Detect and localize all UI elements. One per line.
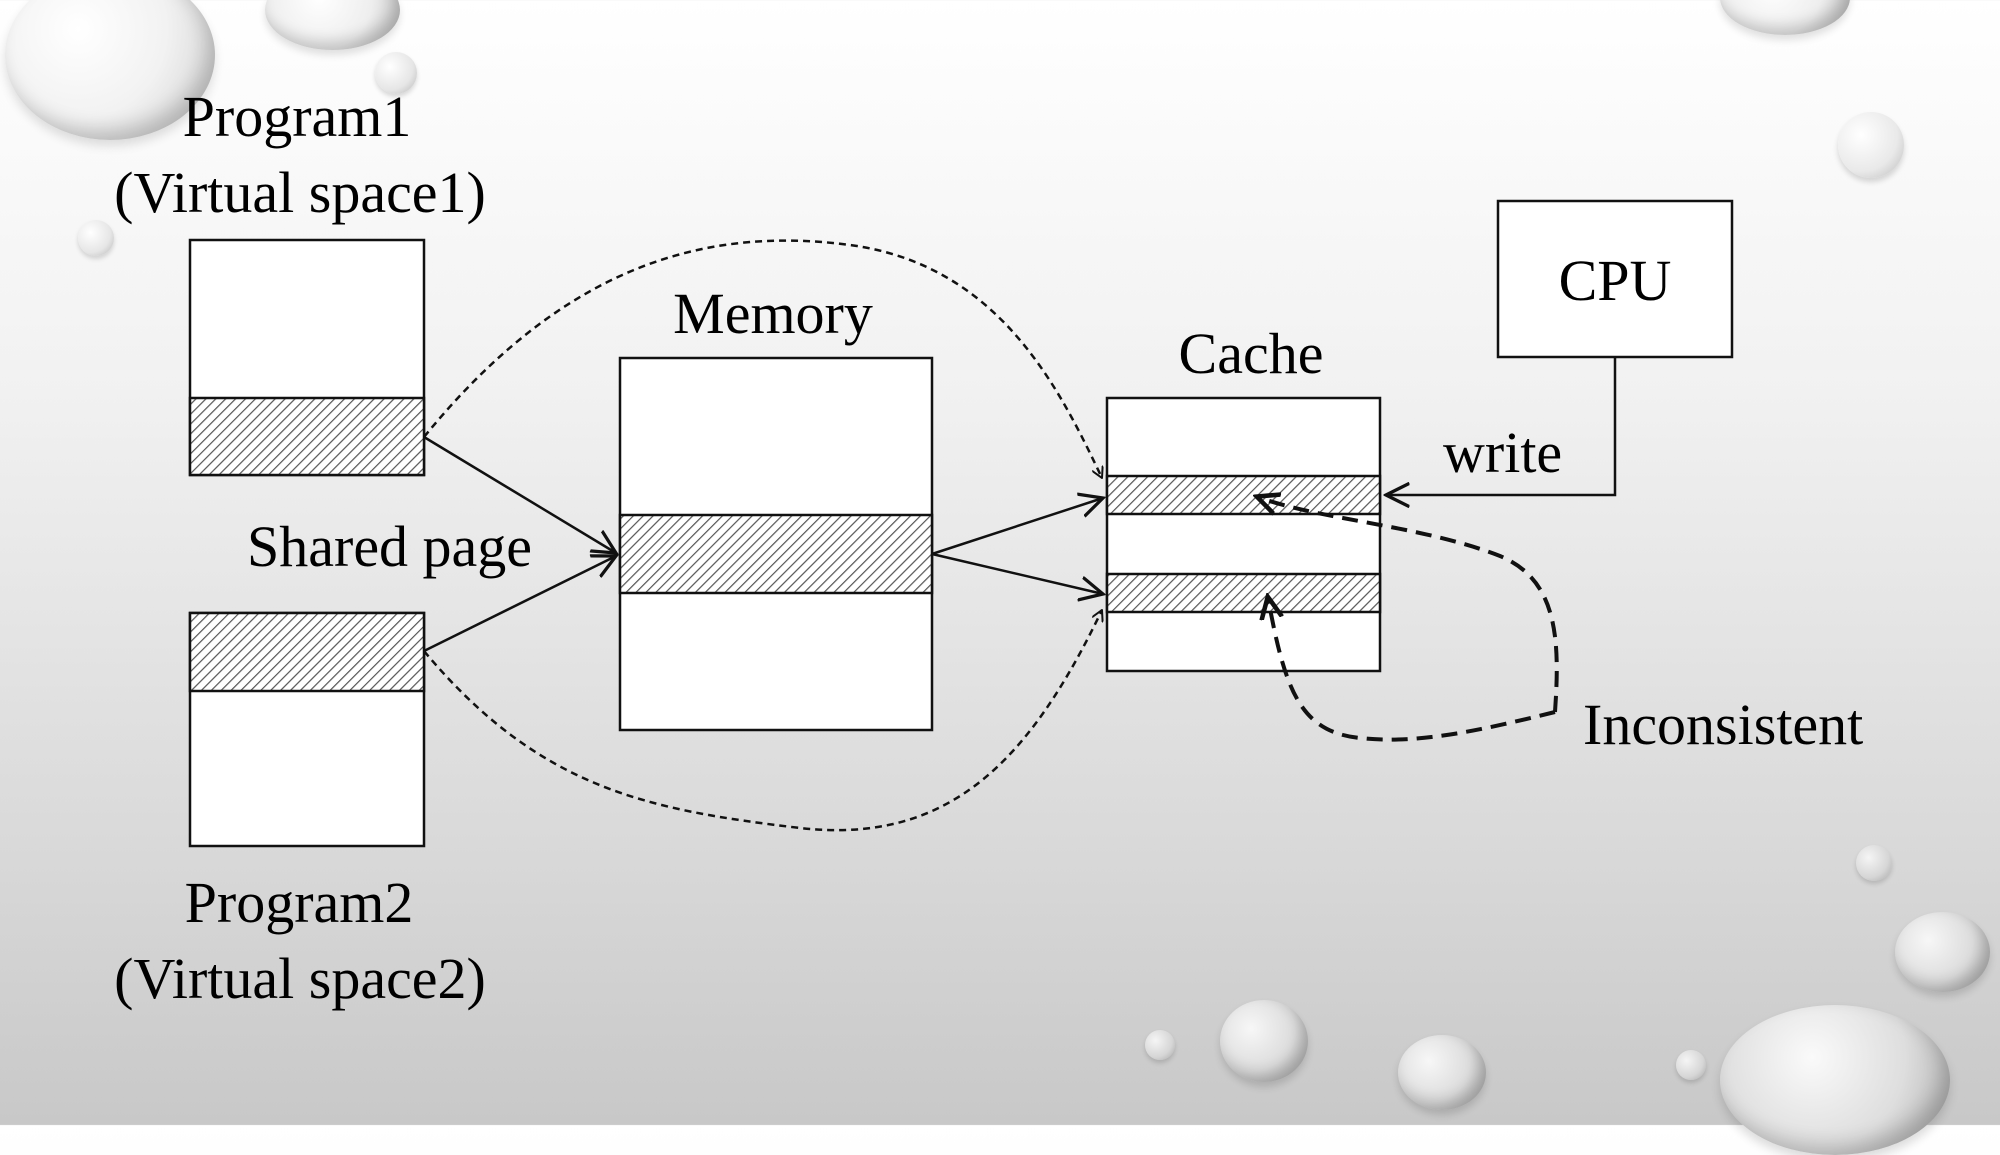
arrow-memory-to-cache-line-2 xyxy=(931,552,1103,594)
program2-subtitle: (Virtual space2) xyxy=(114,946,486,1011)
water-droplet-decoration xyxy=(1220,1000,1308,1082)
water-droplet-decoration xyxy=(1856,845,1892,881)
program1-box xyxy=(188,238,426,477)
inconsistent-label: Inconsistent xyxy=(1583,692,1864,757)
slide-canvas: Program1 (Virtual space1) Program2 (Virt… xyxy=(5,0,1990,1155)
memory-label: Memory xyxy=(673,281,873,346)
cache-label: Cache xyxy=(1178,321,1324,386)
water-droplet-decoration xyxy=(78,220,114,256)
memory-shared-page xyxy=(618,513,934,595)
water-droplet-decoration xyxy=(1838,112,1904,178)
water-droplet-decoration xyxy=(375,52,417,94)
program1-subtitle: (Virtual space1) xyxy=(114,160,486,225)
arrow-program2-to-memory xyxy=(423,556,616,653)
dashed-arrow-program2-to-cache xyxy=(423,610,1102,832)
program1-shared-page xyxy=(188,396,426,477)
write-label: write xyxy=(1443,420,1563,485)
arrow-memory-to-cache-line-1 xyxy=(931,498,1103,556)
arrow-program1-to-memory xyxy=(423,435,616,553)
cache-box xyxy=(1105,396,1382,673)
memory-box xyxy=(618,356,934,732)
program2-shared-page xyxy=(188,611,426,693)
water-droplet-decoration xyxy=(1398,1035,1486,1110)
inconsistent-arrow-to-cache-line-1 xyxy=(1258,497,1559,713)
cpu-write-arrow xyxy=(1386,357,1617,495)
diagram-graphic xyxy=(188,199,1734,848)
inconsistent-arrow-to-cache-line-2 xyxy=(1268,598,1556,742)
water-droplet-decoration xyxy=(1145,1030,1175,1060)
water-droplet-decoration xyxy=(5,0,215,140)
program2-title: Program2 xyxy=(184,870,414,935)
cache-line-1 xyxy=(1105,474,1382,516)
water-droplet-decoration xyxy=(1676,1050,1706,1080)
cpu-box xyxy=(1496,199,1734,359)
program1-title: Program1 xyxy=(182,84,412,149)
water-droplet-decoration xyxy=(1895,912,1990,992)
shared-page-label: Shared page xyxy=(247,514,533,579)
dashed-arrow-program1-to-cache xyxy=(423,239,1102,478)
program2-box xyxy=(188,611,426,848)
cpu-label: CPU xyxy=(1558,248,1672,313)
cache-line-2 xyxy=(1105,572,1382,614)
